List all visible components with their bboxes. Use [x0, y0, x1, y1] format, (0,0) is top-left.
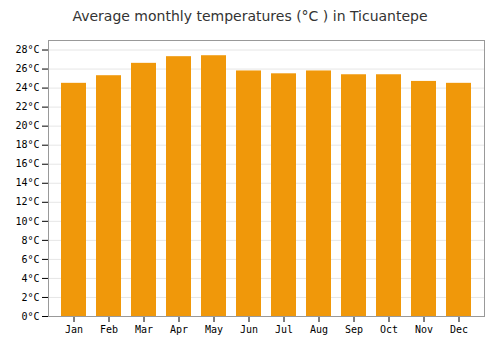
- svg-text:16°C: 16°C: [15, 158, 39, 169]
- svg-text:10°C: 10°C: [15, 216, 39, 227]
- svg-text:6°C: 6°C: [21, 254, 39, 265]
- svg-text:28°C: 28°C: [15, 44, 39, 55]
- svg-text:Sep: Sep: [345, 324, 363, 335]
- svg-text:May: May: [205, 324, 223, 335]
- svg-text:0°C: 0°C: [21, 311, 39, 322]
- svg-text:Oct: Oct: [380, 324, 398, 335]
- svg-text:12°C: 12°C: [15, 196, 39, 207]
- svg-text:2°C: 2°C: [21, 292, 39, 303]
- svg-text:Nov: Nov: [415, 324, 433, 335]
- svg-text:14°C: 14°C: [15, 177, 39, 188]
- svg-text:8°C: 8°C: [21, 235, 39, 246]
- svg-text:26°C: 26°C: [15, 63, 39, 74]
- svg-text:Jul: Jul: [275, 324, 293, 335]
- svg-text:20°C: 20°C: [15, 120, 39, 131]
- svg-text:Dec: Dec: [450, 324, 468, 335]
- svg-text:Apr: Apr: [170, 324, 188, 335]
- html-text:Average monthly temperatures (: Average monthly temperatures (°C ) in Ti…: [72, 8, 428, 24]
- svg-text:Jan: Jan: [65, 324, 83, 335]
- svg-text:Feb: Feb: [100, 324, 118, 335]
- svg-text:18°C: 18°C: [15, 139, 39, 150]
- svg-text:Mar: Mar: [135, 324, 153, 335]
- svg-text:4°C: 4°C: [21, 273, 39, 284]
- svg-text:24°C: 24°C: [15, 82, 39, 93]
- svg-text:Aug: Aug: [310, 324, 328, 335]
- svg-text:Jun: Jun: [240, 324, 258, 335]
- svg-text:22°C: 22°C: [15, 101, 39, 112]
